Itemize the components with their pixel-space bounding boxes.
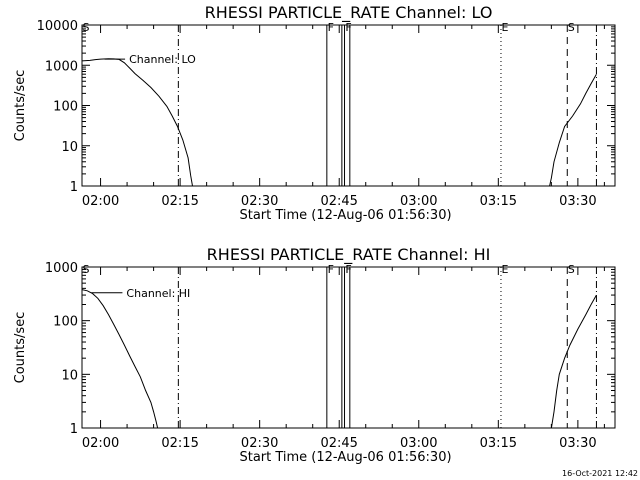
- x-tick-label: 02:30: [241, 436, 278, 451]
- y-axis-label: Counts/sec: [13, 312, 28, 384]
- series-line: [81, 289, 159, 429]
- y-tick-label: 1000: [45, 261, 78, 276]
- x-tick-label: 03:00: [400, 436, 437, 451]
- event-marker-label: F: [328, 21, 334, 34]
- event-marker-label: F: [328, 263, 334, 276]
- y-tick-label: 100: [53, 315, 78, 330]
- event-marker-label: S: [568, 21, 575, 34]
- footer-timestamp: 16-Oct-2021 12:42: [562, 469, 638, 478]
- x-tick-label: 03:30: [559, 194, 596, 209]
- panel-lo: RHESSI PARTICLE_RATE Channel: LO 1 10 100 10…: [13, 3, 616, 223]
- y-tick-label: 1000: [45, 59, 78, 74]
- x-tick-label: 02:45: [320, 436, 357, 451]
- series-line: [550, 294, 597, 429]
- x-tick-label: 02:30: [241, 194, 278, 209]
- event-marker-label: S: [83, 21, 90, 34]
- legend-label: Channel: HI: [126, 287, 190, 300]
- x-tick-label: 02:15: [161, 194, 198, 209]
- y-tick-label: 1: [70, 180, 78, 195]
- panel-hi: RHESSI PARTICLE_RATE Channel: HI 1 10 100 10…: [13, 245, 616, 465]
- event-marker-label: E: [501, 21, 508, 34]
- y-tick-label: 10000: [37, 19, 78, 34]
- chart-title: RHESSI PARTICLE_RATE Channel: HI: [207, 245, 491, 265]
- y-tick-label: 10: [61, 140, 78, 155]
- chart-title: RHESSI PARTICLE_RATE Channel: LO: [205, 3, 493, 23]
- event-marker-label: S: [83, 263, 90, 276]
- x-tick-label: 02:15: [161, 436, 198, 451]
- event-marker-label: F: [345, 263, 351, 276]
- plot-frame: [81, 24, 616, 187]
- y-tick-label: 10: [61, 368, 78, 383]
- x-tick-label: 03:15: [480, 436, 517, 451]
- x-tick-label: 02:45: [320, 194, 357, 209]
- series-line: [81, 58, 193, 187]
- x-tick-label: 02:00: [82, 436, 119, 451]
- y-tick-label: 100: [53, 100, 78, 115]
- event-marker-label: E: [501, 263, 508, 276]
- series-line: [549, 73, 597, 187]
- x-axis-label: Start Time (12-Aug-06 01:56:30): [239, 450, 451, 465]
- y-axis-label: Counts/sec: [13, 70, 28, 142]
- y-tick-label: 1: [70, 422, 78, 437]
- event-marker-label: F: [345, 21, 351, 34]
- event-marker-label: S: [568, 263, 575, 276]
- legend-label: Channel: LO: [129, 53, 196, 66]
- x-tick-label: 03:00: [400, 194, 437, 209]
- x-tick-label: 03:15: [480, 194, 517, 209]
- x-axis-label: Start Time (12-Aug-06 01:56:30): [239, 208, 451, 223]
- plot-frame: [81, 266, 616, 429]
- x-tick-label: 02:00: [82, 194, 119, 209]
- x-tick-label: 03:30: [559, 436, 596, 451]
